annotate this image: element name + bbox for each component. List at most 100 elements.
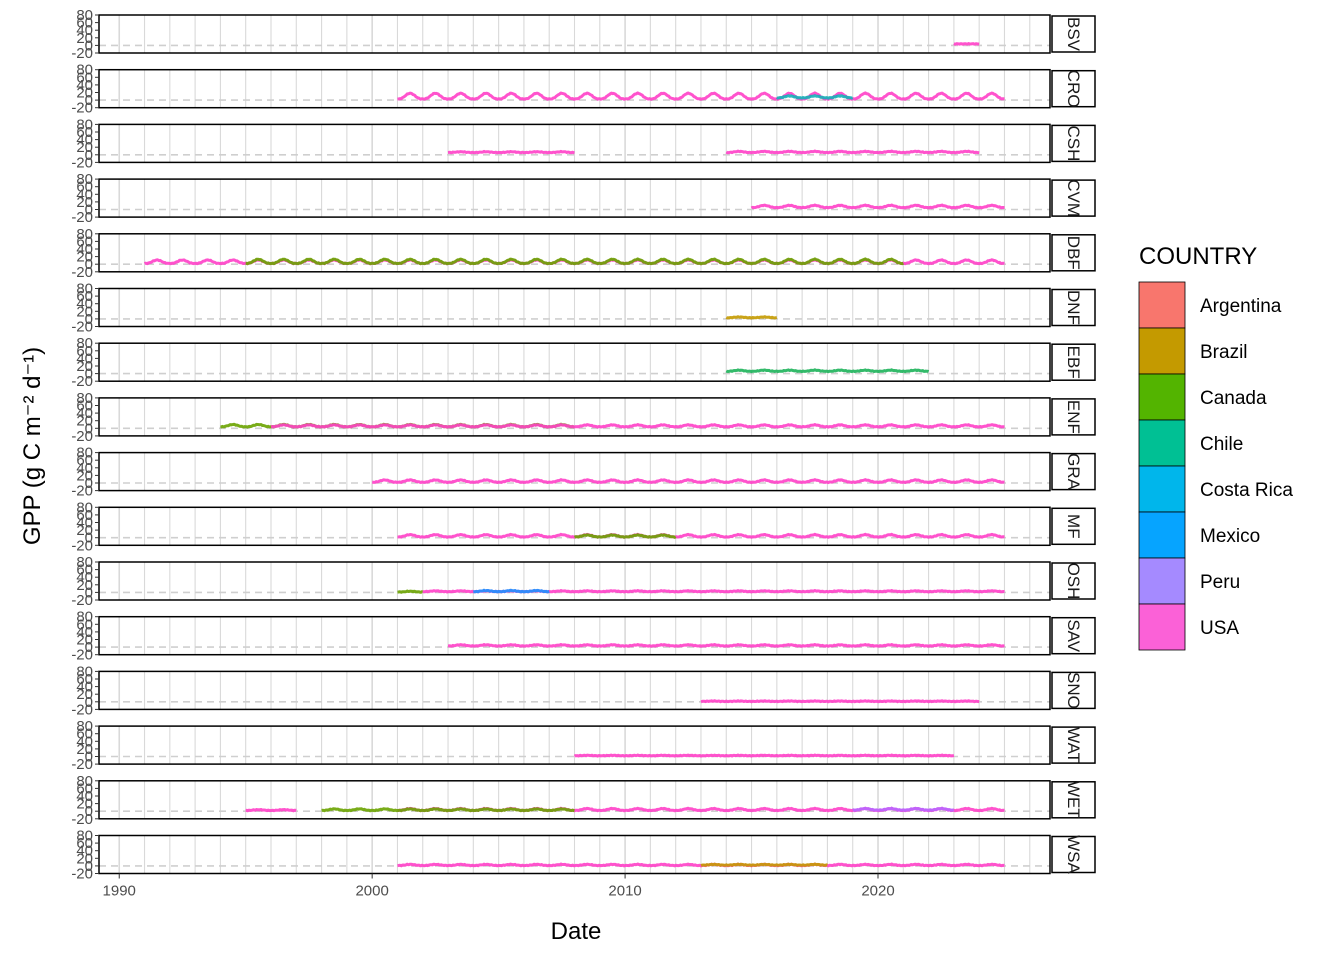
legend-label: Peru <box>1200 572 1240 593</box>
y-tick-label: 40 <box>76 22 93 39</box>
facet-strip <box>1051 562 1096 600</box>
series-line-canada <box>573 533 677 539</box>
facet-strip-label: WET <box>1064 781 1083 819</box>
y-tick-label: 60 <box>76 398 93 415</box>
y-tick-label: 80 <box>76 828 93 845</box>
y-tick-label: 20 <box>76 632 93 649</box>
y-tick-label: 80 <box>76 116 93 133</box>
y-tick-label: 40 <box>76 77 93 94</box>
y-tick-label: 80 <box>76 390 93 407</box>
legend-key <box>1138 327 1186 375</box>
y-tick-label: 0 <box>85 147 93 164</box>
facet-strip-label: MF <box>1064 514 1083 539</box>
y-tick-label: -20 <box>71 811 93 828</box>
y-tick-label: -20 <box>71 45 93 62</box>
facet-strip-label: CSH <box>1064 125 1083 161</box>
y-tick-label: 80 <box>76 663 93 680</box>
series-line-canada <box>321 807 575 813</box>
y-tick-label: 80 <box>76 609 93 626</box>
panel-border <box>98 451 1051 492</box>
y-tick-label: 0 <box>85 366 93 383</box>
legend-label: Argentina <box>1200 296 1282 317</box>
series-line-canada <box>245 257 904 266</box>
facet-strip-label: GRA <box>1064 453 1083 491</box>
legend-key <box>1138 281 1186 329</box>
legend-label: Brazil <box>1200 342 1248 363</box>
y-tick-label: 20 <box>76 85 93 102</box>
facet-strip-label: CRO <box>1064 70 1083 108</box>
facet-strip <box>1051 234 1096 272</box>
facet-strip <box>1051 15 1096 53</box>
y-tick-label: 80 <box>76 7 93 24</box>
series-line-mexico <box>472 588 550 594</box>
legend-label: Costa Rica <box>1200 480 1293 501</box>
y-tick-label: 60 <box>76 562 93 579</box>
legend-key <box>1138 465 1186 513</box>
y-tick-label: 60 <box>76 616 93 633</box>
y-tick-label: 40 <box>76 788 93 805</box>
series-line-brazil <box>700 862 828 867</box>
y-tick-label: 20 <box>76 686 93 703</box>
y-tick-label: -20 <box>71 373 93 390</box>
facet-strip-label: WAT <box>1064 727 1083 763</box>
y-tick-label: 60 <box>76 233 93 250</box>
y-tick-label: 20 <box>76 741 93 758</box>
y-tick-label: -20 <box>71 537 93 554</box>
y-tick-label: -20 <box>71 428 93 445</box>
y-tick-label: 60 <box>76 507 93 524</box>
panel-border <box>98 780 1051 820</box>
panel-border <box>98 123 1051 164</box>
y-tick-label: 40 <box>76 679 93 696</box>
y-tick-label: -20 <box>71 154 93 171</box>
legend-label: Chile <box>1200 434 1243 455</box>
panel-border <box>98 287 1051 328</box>
series-line-usa <box>725 149 980 155</box>
panel-border <box>98 670 1051 711</box>
panel-border <box>98 68 1051 109</box>
legend: COUNTRY Argentina Brazil Canada Chile Costa … <box>1138 243 1293 651</box>
y-tick-label: -20 <box>71 319 93 336</box>
y-tick-label: 60 <box>76 452 93 469</box>
series-line-usa <box>270 423 1005 429</box>
y-tick-label: 60 <box>76 343 93 360</box>
y-tick-label: 80 <box>76 718 93 735</box>
facet-strip <box>1051 398 1096 436</box>
facet-strip <box>1051 343 1096 381</box>
y-tick-label: -20 <box>71 209 93 226</box>
y-tick-label: 0 <box>85 37 93 54</box>
y-tick-label: -20 <box>71 701 93 718</box>
facet-strip <box>1051 616 1096 655</box>
series-line-usa <box>396 532 1005 539</box>
facet-strip-label: SNO <box>1064 672 1083 709</box>
facet-strip-label: CVM <box>1064 179 1083 217</box>
y-tick-label: 60 <box>76 726 93 743</box>
x-tick-label: 2010 <box>608 883 641 900</box>
panel-border <box>98 178 1051 218</box>
y-tick-label: 80 <box>76 445 93 462</box>
y-tick-label: 0 <box>85 256 93 273</box>
series-line-costa-rica <box>776 94 854 100</box>
y-tick-label: 0 <box>85 530 93 547</box>
y-tick-label: 40 <box>76 241 93 258</box>
y-tick-label: -20 <box>71 592 93 609</box>
y-tick-label: 20 <box>76 577 93 594</box>
legend-label: Mexico <box>1200 526 1260 547</box>
y-tick-label: 20 <box>76 249 93 266</box>
facet-strip <box>1051 452 1096 491</box>
facet-strip-label: DBF <box>1064 236 1083 270</box>
x-tick-label: 2020 <box>861 883 894 900</box>
y-tick-label: 20 <box>76 467 93 484</box>
series-line-canada <box>396 589 424 594</box>
y-tick-label: 40 <box>76 186 93 203</box>
